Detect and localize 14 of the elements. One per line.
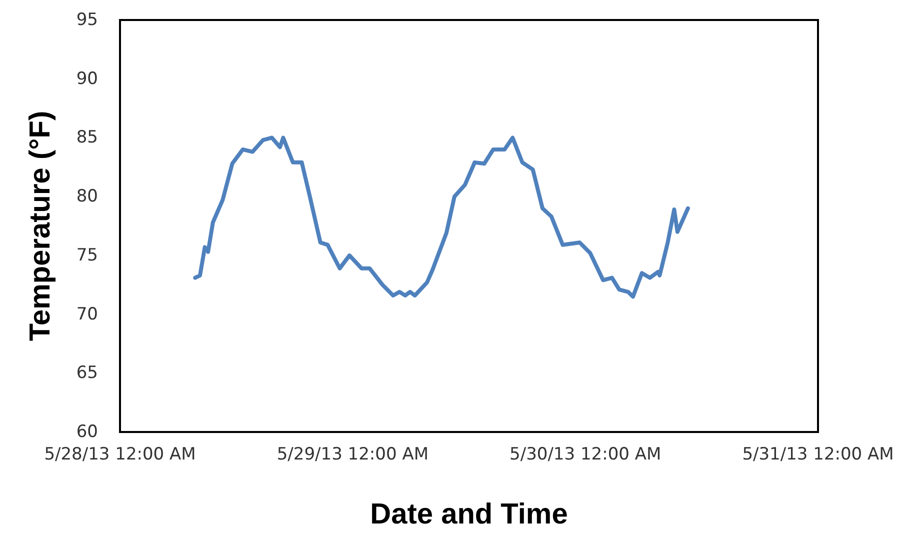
y-tick-label: 80 [76, 186, 98, 207]
x-tick-label: 5/29/13 12:00 AM [276, 444, 428, 464]
y-axis-title: Temperature (°F) [24, 110, 56, 342]
y-tick-label: 85 [76, 128, 98, 148]
y-tick-label: 75 [76, 245, 98, 266]
x-axis-title: Date and Time [370, 498, 568, 530]
y-tick-label: 65 [76, 363, 98, 384]
y-tick-label: 95 [76, 10, 98, 30]
y-tick-label: 60 [76, 422, 98, 442]
x-tick-label: 5/28/13 12:00 AM [44, 444, 196, 464]
y-tick-label: 70 [76, 304, 98, 324]
x-tick-label: 5/31/13 12:00 AM [742, 444, 894, 464]
x-tick-label: 5/30/13 12:00 AM [510, 444, 662, 464]
y-tick-label: 90 [76, 68, 98, 89]
